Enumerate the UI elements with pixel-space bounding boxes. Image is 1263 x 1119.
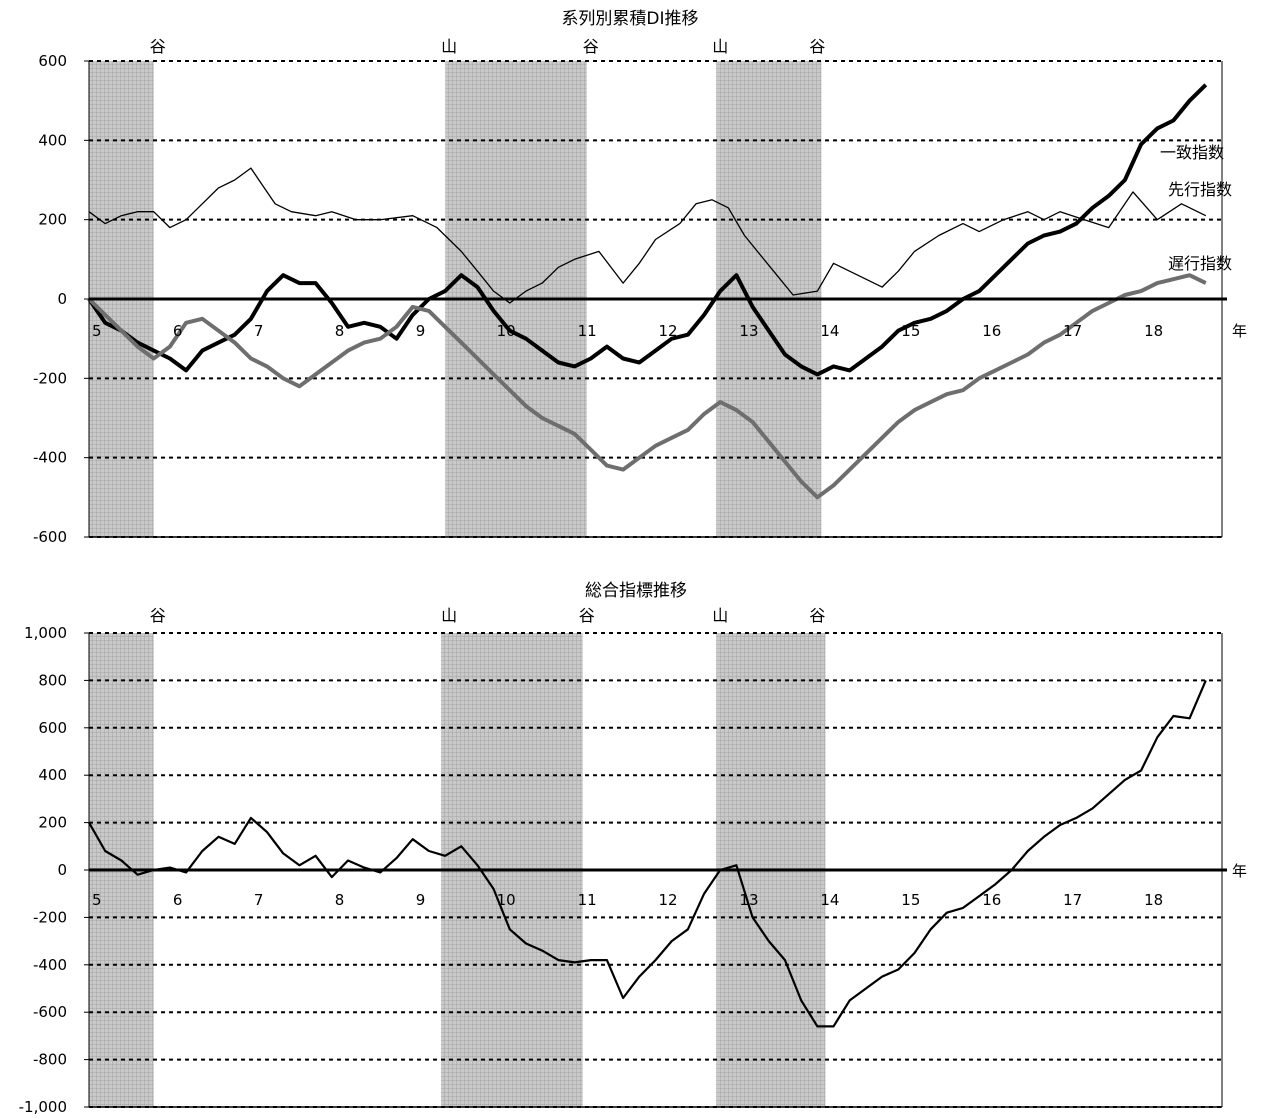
top-chart-x-tick-label: 8 <box>335 322 345 340</box>
bottom-chart-labels: 谷山谷山谷 <box>150 606 826 625</box>
bottom-chart-x-tick-label: 16 <box>982 891 1001 909</box>
top-chart-xlabel: 年 <box>1232 322 1247 340</box>
bottom-chart-y-tick-label: 800 <box>38 671 67 689</box>
top-chart-series-label: 先行指数 <box>1168 180 1232 199</box>
bottom-chart-x-tick-label: 14 <box>820 891 839 909</box>
top-chart-series-label: 一致指数 <box>1160 143 1224 162</box>
bottom-chart-y-tick-label: 400 <box>38 766 67 784</box>
top-chart-axes: 600 400 200 0 -200 -400 -600 5 6 7 8 9 10 11 12 13 14 15 1… <box>33 52 1227 546</box>
top-chart-y-tick-label: 600 <box>38 52 67 70</box>
bottom-chart-y-tick-label: -1,000 <box>19 1098 67 1115</box>
bottom-chart-y-tick-label: 1,000 <box>24 624 67 642</box>
bottom-chart-y-tick-label: -600 <box>33 1003 67 1021</box>
top-chart-y-tick-label: 400 <box>38 131 67 149</box>
bottom-chart-turning-point-label: 谷 <box>579 606 595 625</box>
top-chart-x-tick-label: 9 <box>416 322 426 340</box>
top-chart-x-tick-label: 14 <box>820 322 839 340</box>
top-chart-turning-point-label: 谷 <box>583 37 599 56</box>
bottom-chart-x-tick-label: 9 <box>416 891 426 909</box>
top-chart-turning-point-label: 山 <box>441 37 457 56</box>
bottom-chart-y-tick-label: 200 <box>38 814 67 832</box>
bottom-chart-turning-point-label: 谷 <box>150 606 166 625</box>
top-chart-x-tick-label: 15 <box>901 322 920 340</box>
bottom-chart-x-tick-label: 11 <box>578 891 597 909</box>
bottom-chart-title: 総合指標推移 <box>585 581 687 601</box>
top-chart-x-tick-label: 16 <box>982 322 1001 340</box>
top-chart-x-tick-label: 12 <box>659 322 678 340</box>
top-chart-series-line-1 <box>87 83 1208 377</box>
top-chart-y-tick-label: -200 <box>33 369 67 387</box>
bottom-chart-x-tick-label: 13 <box>739 891 758 909</box>
top-chart-y-tick-label: -600 <box>33 528 67 546</box>
bottom-chart-turning-point-label: 山 <box>712 606 728 625</box>
top-chart: 系列別累積DI推移 600 400 200 0 -200 -400 -600 5 6 7 8 9 10 1… <box>33 9 1247 546</box>
bottom-chart-y-tick-label: 600 <box>38 719 67 737</box>
bottom-chart-xlabel: 年 <box>1232 862 1247 880</box>
top-chart-turning-point-label: 山 <box>712 37 728 56</box>
bottom-chart-x-tick-label: 15 <box>901 891 920 909</box>
bottom-chart-y-tick-label: -200 <box>33 908 67 926</box>
top-chart-x-tick-label: 13 <box>739 322 758 340</box>
top-chart-series-line-0 <box>88 167 1207 304</box>
bottom-chart-series-line-0 <box>88 679 1207 1028</box>
top-chart-series <box>87 83 1208 500</box>
bottom-chart-y-tick-label: 0 <box>57 861 67 879</box>
bottom-chart-x-tick-label: 18 <box>1144 891 1163 909</box>
bottom-chart-y-tick-label: -800 <box>33 1051 67 1069</box>
top-chart-turning-point-label: 谷 <box>809 37 825 56</box>
bottom-chart-x-tick-label: 12 <box>659 891 678 909</box>
top-chart-series-label: 遅行指数 <box>1168 254 1232 273</box>
top-chart-title: 系列別累積DI推移 <box>561 9 698 29</box>
bottom-chart-series <box>88 679 1207 1028</box>
bottom-chart-axes: 1,000 800 600 400 200 0 -200 -400 -600 -800 -1,000… <box>19 624 1227 1116</box>
bottom-chart-turning-point-label: 谷 <box>809 606 825 625</box>
top-chart-x-tick-label: 10 <box>497 322 516 340</box>
top-chart-x-tick-label: 6 <box>173 322 183 340</box>
bottom-chart-turning-point-label: 山 <box>441 606 457 625</box>
top-chart-series-line-2 <box>87 273 1207 500</box>
bottom-chart-x-tick-label: 5 <box>92 891 102 909</box>
bottom-chart-x-tick-label: 17 <box>1063 891 1082 909</box>
bottom-chart-y-tick-label: -400 <box>33 956 67 974</box>
top-chart-x-tick-label: 5 <box>92 322 102 340</box>
bottom-chart: 総合指標推移 1,000 800 600 400 200 0 -200 -400 -600 -80… <box>19 581 1247 1116</box>
bottom-chart-x-tick-label: 8 <box>335 891 345 909</box>
top-chart-y-tick-label: -400 <box>33 449 67 467</box>
top-chart-y-tick-label: 200 <box>38 211 67 229</box>
top-chart-x-tick-label: 7 <box>254 322 264 340</box>
bottom-chart-x-tick-label: 7 <box>254 891 264 909</box>
top-chart-turning-point-label: 谷 <box>150 37 166 56</box>
bottom-chart-x-tick-label: 10 <box>497 891 516 909</box>
top-chart-x-tick-label: 17 <box>1063 322 1082 340</box>
top-chart-x-tick-label: 11 <box>578 322 597 340</box>
top-chart-x-tick-label: 18 <box>1144 322 1163 340</box>
bottom-chart-x-tick-label: 6 <box>173 891 183 909</box>
top-chart-y-tick-label: 0 <box>57 290 67 308</box>
